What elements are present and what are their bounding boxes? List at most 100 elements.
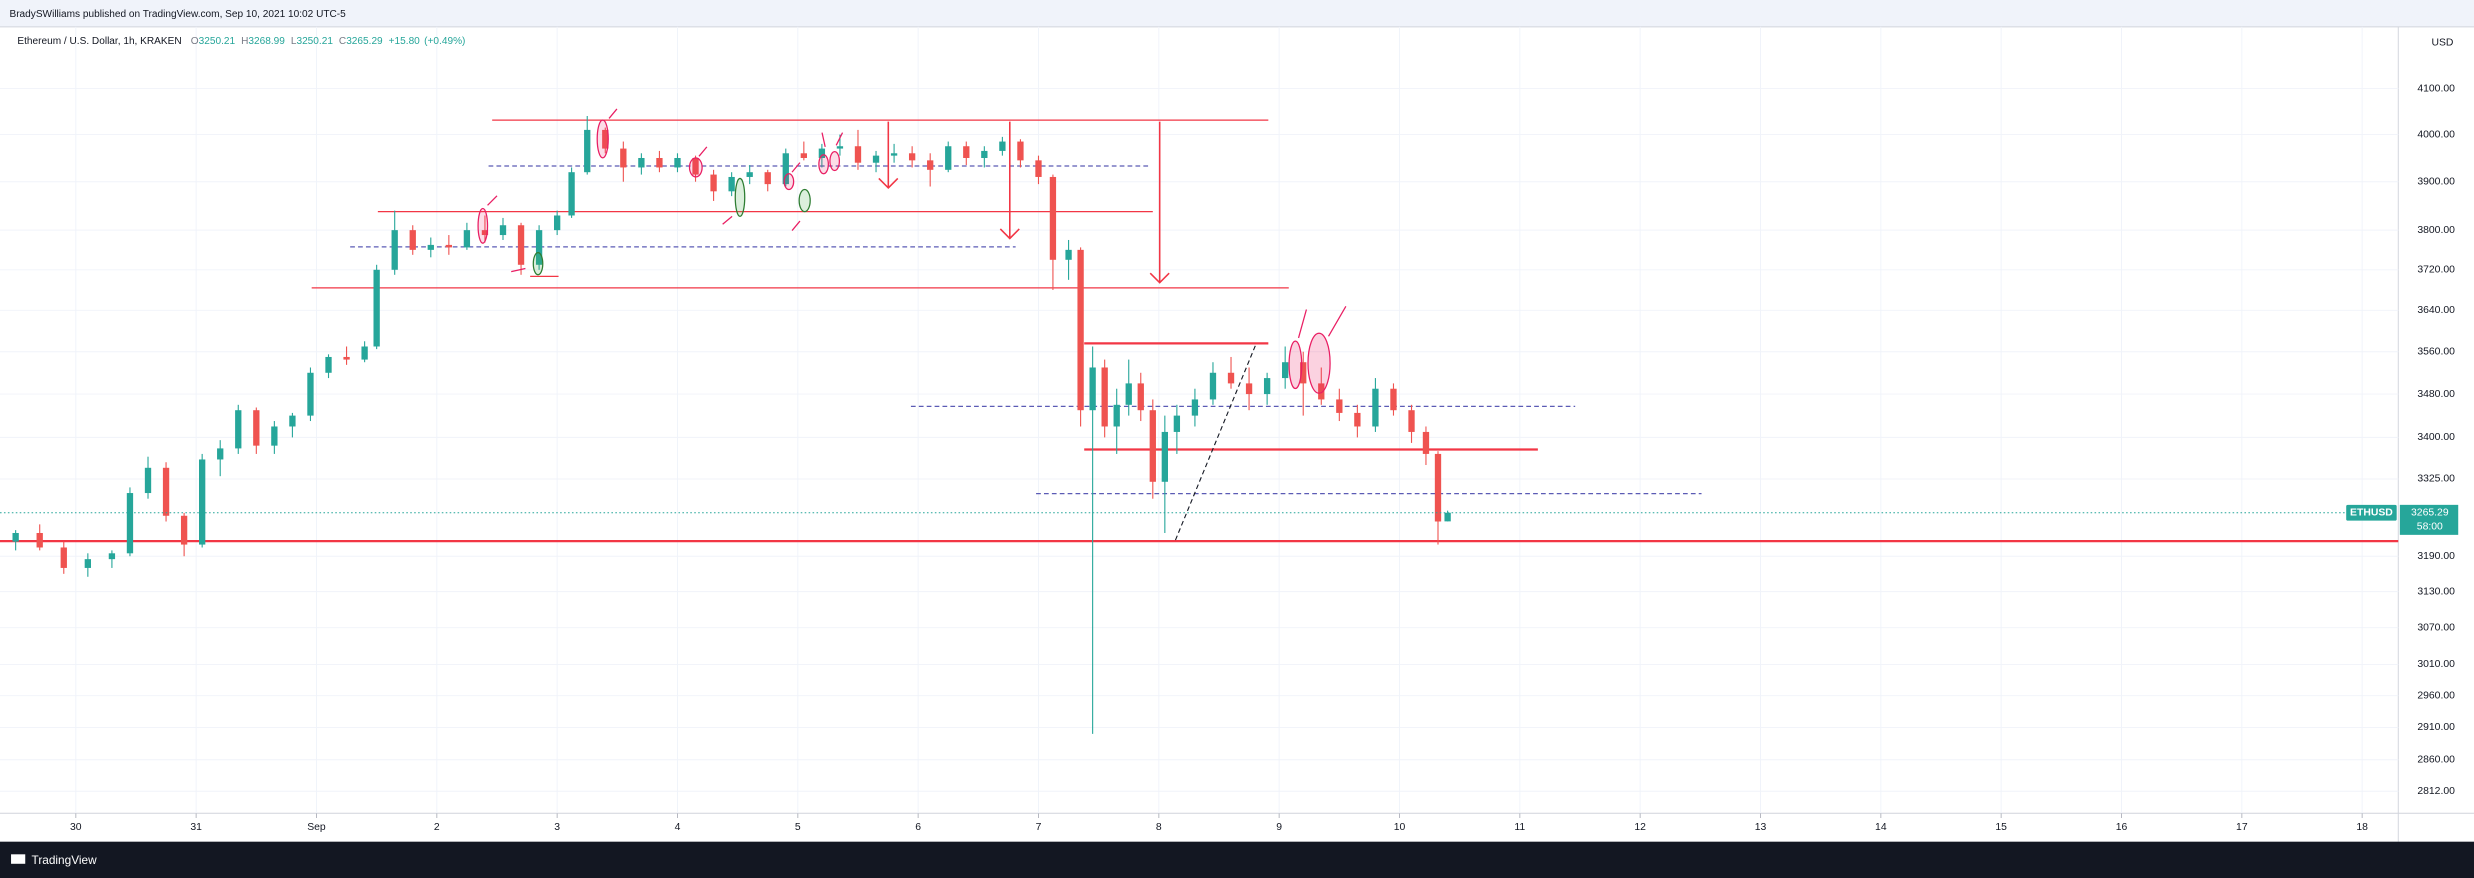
candle-body [481,230,489,236]
candle-body [235,410,242,449]
currency: USD [2431,37,2453,48]
candle-body [1318,383,1325,400]
x-tick-label: 4 [675,822,681,833]
candle-body [325,356,332,373]
candle-body [1263,378,1271,395]
candle-body [409,230,416,250]
x-tick-label: 18 [2356,822,2368,833]
ellipse [477,207,489,244]
candle-body [361,346,368,360]
candle-body [1245,383,1253,395]
x-tick-label: 2 [434,822,440,833]
y-tick-label: 3070.00 [2417,622,2455,633]
candle-body [1017,141,1024,161]
arrow-head [1149,272,1170,284]
y-tick-label: 3900.00 [2417,176,2455,187]
arrow [722,215,733,225]
candle-body [307,372,314,416]
candle-body [373,269,380,347]
candle-body [1300,362,1307,384]
candle-body [553,215,561,231]
grid [0,26,2399,814]
ellipse [783,173,795,191]
x-tick-label: 12 [1634,822,1646,833]
candle-body [36,532,43,548]
candle-body [1422,431,1430,454]
change-pct: (+0.49%) [424,36,465,47]
y-tick-label: 3720.00 [2417,265,2455,276]
y-tick-label: 3130.00 [2417,586,2455,597]
y-tick-label: 3640.00 [2417,305,2455,316]
candle-body [271,426,278,446]
arrow [791,220,801,231]
down-arrows [878,121,1170,284]
candle-body [1227,372,1235,384]
candle-body [782,153,789,185]
candle-body [1089,367,1096,411]
axes: 4100.00 4000.00 3900.00 3800.00 3720.00 3640.… [70,83,2459,833]
ohlc-value: 3265.29 [346,36,383,47]
symbol-legend: Ethereum / U.S. Dollar, 1h, KRAKEN O3250… [17,36,465,47]
candle-body [638,157,645,168]
candle-body [1077,249,1084,411]
candle-body [1336,399,1343,413]
candle-body [445,244,453,248]
ellipse [1307,332,1331,394]
candle-body [710,174,717,192]
candle-body [1282,362,1289,379]
candle-body [656,157,663,168]
candle-body [945,146,952,170]
candle-body [764,172,771,185]
candle-body [584,129,591,173]
arrow [511,267,526,273]
candle-body [517,225,525,265]
candle-body [620,148,627,168]
arrow-head [999,228,1020,240]
y-tick-label: 2812.00 [2417,786,2455,797]
candle-body [162,467,170,516]
candle-body [217,448,224,460]
x-tick-label: 14 [1875,822,1887,833]
candle-body [692,157,699,175]
ellipse [596,119,609,159]
candle-body [1390,388,1397,411]
candle-body [253,410,260,446]
symbol-tag: ETHUSD [2350,507,2393,518]
x-tick-label: 9 [1276,822,1282,833]
arrow [821,132,826,147]
candles [0,116,2399,734]
trend-line [1174,344,1257,541]
x-tick-label: 15 [1995,822,2007,833]
candle-body [1354,412,1361,427]
arrow-head [878,177,899,190]
y-tick-label: 2910.00 [2417,722,2455,733]
symbol-title: Ethereum / U.S. Dollar, 1h, KRAKEN [17,36,181,47]
candle-body [144,467,152,494]
ellipse [818,154,829,175]
candle-body [343,356,350,360]
candle-body [908,153,916,161]
ellipse [688,157,703,178]
ellipse [734,177,746,217]
x-tick-label: 13 [1755,822,1767,833]
arrow [1327,306,1347,337]
ellipse [1288,340,1303,390]
candle-body [999,141,1006,151]
x-tick-label: 6 [915,822,921,833]
header-bar [0,0,2474,27]
x-tick-label: 31 [190,822,202,833]
candle-body [1101,367,1108,427]
candle-body [84,559,91,568]
candle-body [1125,383,1132,405]
candle-body [289,415,296,427]
ellipse [798,188,811,213]
y-tick-label: 3325.00 [2417,474,2455,485]
pink-marks [477,108,1347,394]
y-tick-label: 3480.00 [2417,389,2455,400]
arrow [698,146,708,157]
x-tick-label: 17 [2236,822,2248,833]
ohlc-prefix: L [291,36,297,47]
candle-body [602,129,609,149]
